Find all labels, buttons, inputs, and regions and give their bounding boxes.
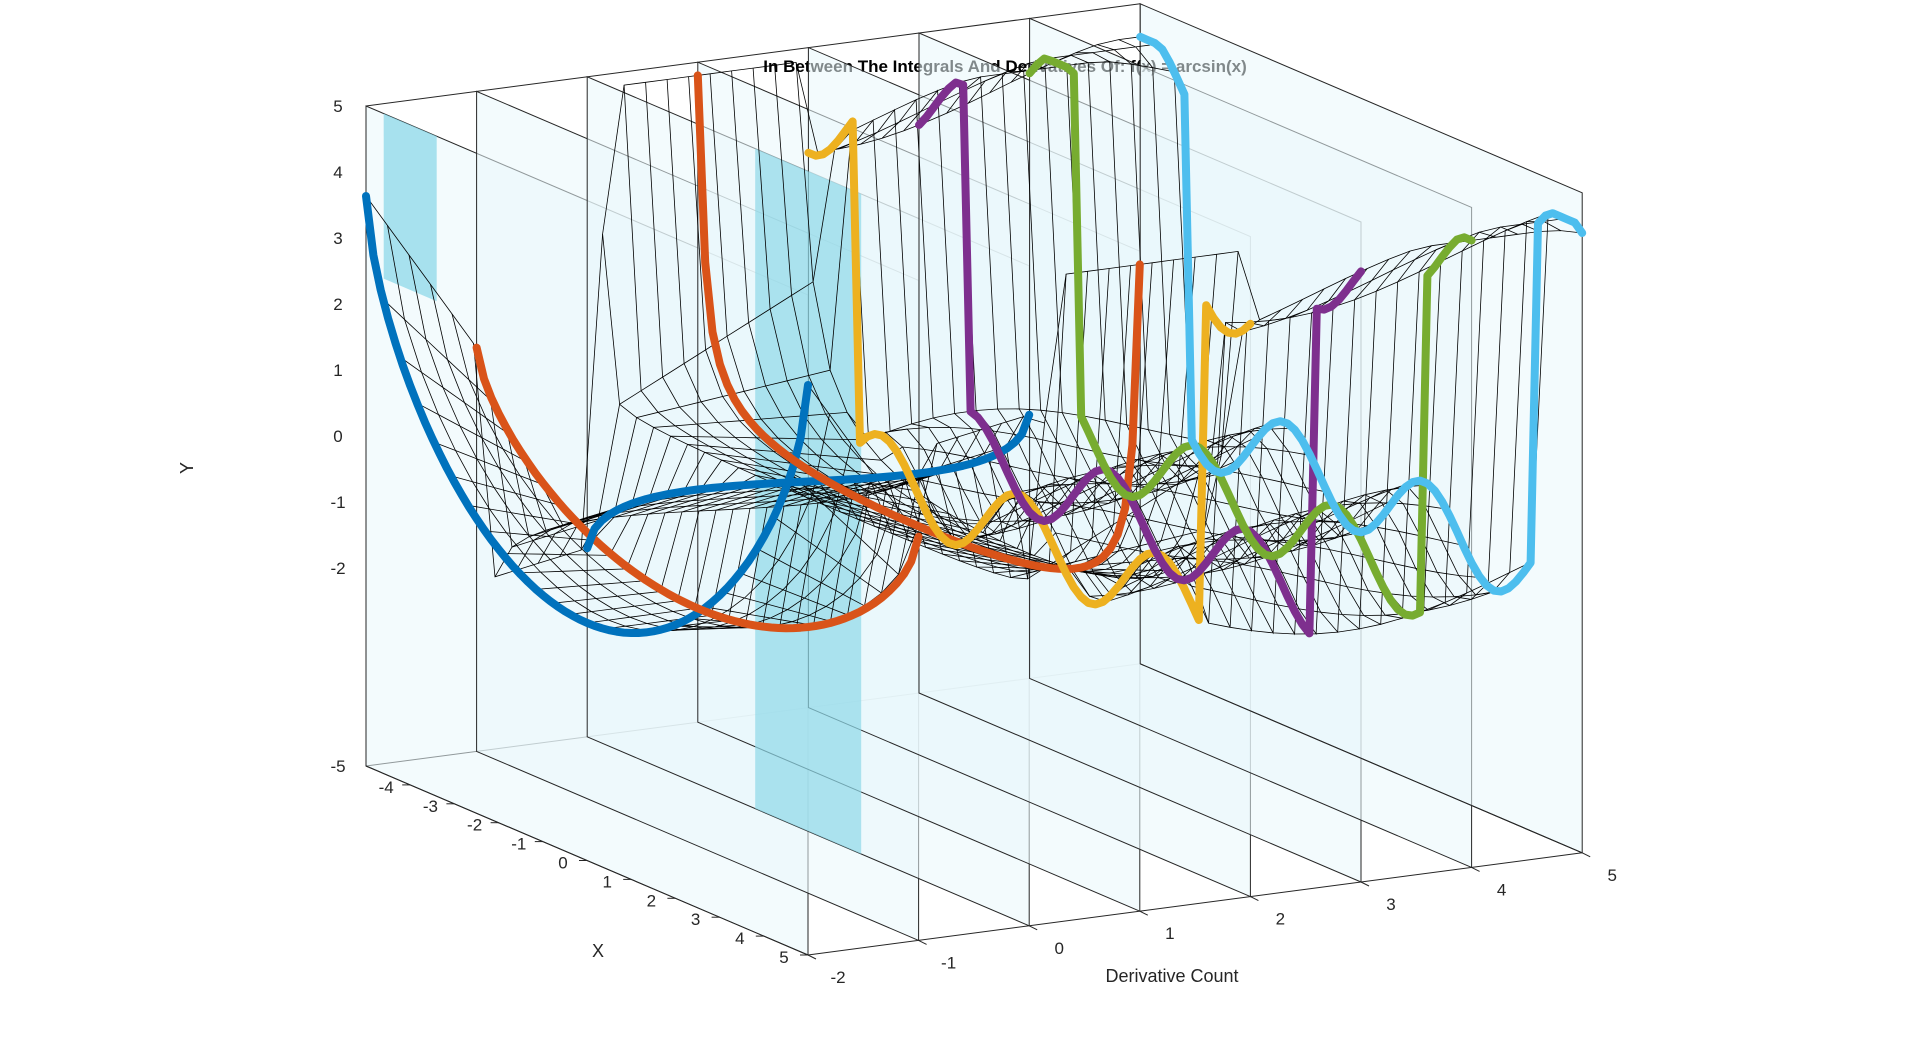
derivative-tick — [1471, 866, 1480, 872]
derivative-tick — [1581, 852, 1591, 858]
derivative-tick-label: 3 — [1386, 895, 1395, 914]
mesh-line — [433, 426, 1209, 526]
derivative-curve — [1136, 32, 1587, 596]
y-axis-label: Y — [177, 462, 197, 474]
derivative-tick — [807, 954, 817, 960]
derivative-tick — [1360, 881, 1370, 887]
mesh-line — [569, 483, 1345, 615]
derivative-tick — [1028, 925, 1038, 931]
mesh-line — [467, 451, 1243, 525]
mesh-line — [518, 427, 1294, 574]
derivative-tick-label: -2 — [830, 968, 845, 987]
y-tick-label: 1 — [333, 361, 342, 380]
mesh-line — [773, 213, 1549, 594]
mesh-line — [382, 43, 1158, 548]
mesh-line — [603, 482, 1379, 630]
mesh-line — [365, 36, 1141, 578]
axis-ticks: -4 -3 -2 -1 0 1 2 3 4 5 -2 -1 0 1 2 3 4 5 -5 -2 -1 0 1 2 3 4 5 — [330, 97, 1616, 987]
x-axis-label: X — [592, 941, 604, 961]
derivative-tick — [1139, 910, 1149, 916]
y-tick-label: 3 — [333, 229, 342, 248]
derivative-tick-label: 4 — [1497, 880, 1506, 899]
x-tick-label: 2 — [647, 891, 656, 910]
derivative-curve — [362, 192, 812, 637]
x-tick-label: -3 — [423, 797, 438, 816]
x-tick-label: 5 — [779, 948, 788, 967]
y-tick-label: 5 — [333, 97, 342, 116]
x-tick-label: 4 — [735, 929, 744, 948]
derivative-curve — [472, 343, 923, 633]
derivative-planes — [365, 3, 1583, 956]
derivative-tick-label: 1 — [1165, 924, 1174, 943]
y-tick-label: -5 — [330, 757, 345, 776]
derivative-tick-label: 0 — [1054, 939, 1063, 958]
derivative-tick-label: 5 — [1607, 866, 1616, 885]
derivative-tick-label: 2 — [1276, 910, 1285, 929]
integer-derivative-curves — [362, 32, 1587, 638]
mesh-line — [705, 473, 1481, 626]
y-tick-label: -1 — [330, 493, 345, 512]
plane-highlight — [383, 113, 437, 302]
derivative-tick — [918, 939, 927, 945]
x-tick-label: -4 — [379, 778, 394, 797]
y-tick-label: 0 — [333, 427, 342, 446]
x-tick-label: 0 — [558, 854, 567, 873]
derivative-curve — [915, 78, 1365, 638]
derivative-curve — [583, 410, 1034, 553]
mesh-line — [501, 421, 1277, 556]
box-edge — [365, 3, 1141, 107]
mesh-line — [399, 61, 1175, 538]
box-edge — [1140, 663, 1583, 854]
box-edge — [807, 852, 1583, 956]
x-tick-label: -1 — [511, 835, 526, 854]
plane-highlight — [755, 148, 862, 855]
derivative-curve — [1025, 54, 1476, 620]
x-tick-label: -2 — [467, 816, 482, 835]
derivative-tick — [1250, 896, 1259, 902]
y-tick-label: 2 — [333, 295, 342, 314]
derivative-tick-label: -1 — [941, 953, 956, 972]
x-tick-label: 1 — [602, 872, 611, 891]
y-tick-label: -2 — [330, 559, 345, 578]
mesh-line — [552, 464, 1328, 604]
y-tick-label: 4 — [333, 163, 342, 182]
x-tick-label: 3 — [691, 910, 700, 929]
mesh-line — [637, 480, 1413, 634]
derivative-axis-label: Derivative Count — [1105, 966, 1238, 986]
